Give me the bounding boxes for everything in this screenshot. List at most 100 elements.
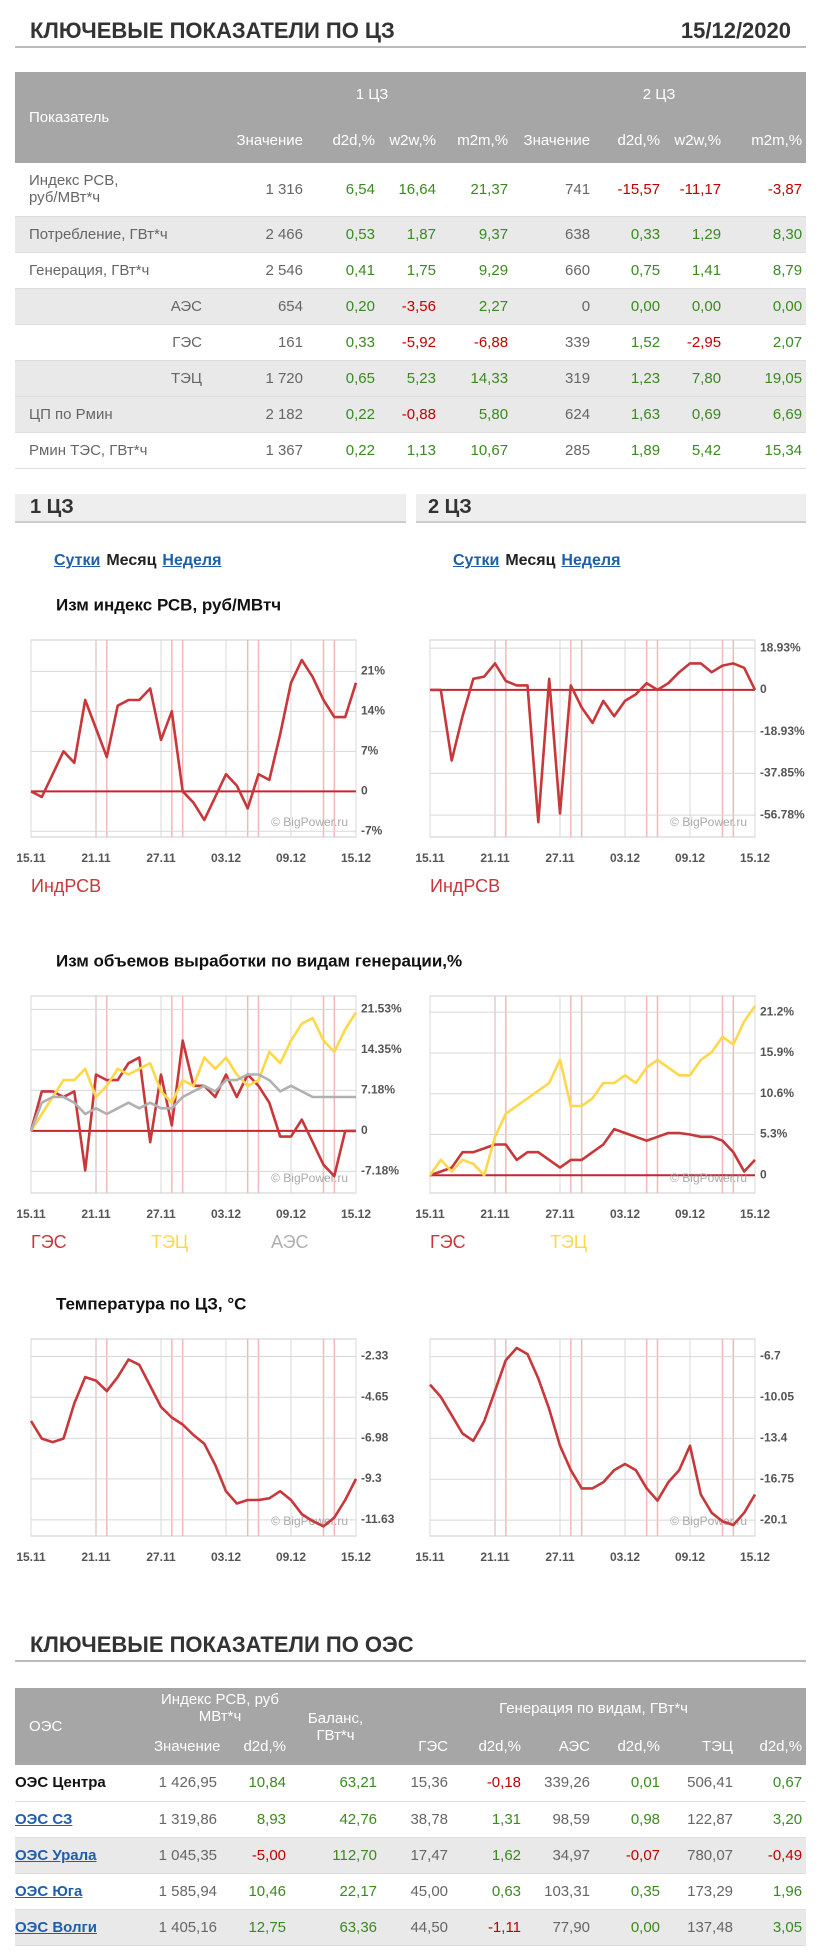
y-tick-label: 21.2%	[760, 1004, 794, 1018]
oes-link[interactable]: ОЭС Урала	[15, 1846, 97, 1864]
page-title: КЛЮЧЕВЫЕ ПОКАЗАТЕЛИ ПО ЦЗ	[30, 18, 395, 43]
table-row: ТЭЦ 1 720 0,65 5,23 14,33 319 1,23 7,80 19,05	[15, 360, 807, 397]
y-tick-label: -11.63	[361, 1512, 395, 1526]
line-series	[430, 662, 757, 824]
legend-entry: ГЭС	[31, 1232, 67, 1252]
tab-link[interactable]: Неделя	[561, 552, 621, 569]
cell: 285	[512, 432, 595, 469]
cell: 780,07	[664, 1837, 738, 1874]
y-tick-label: 18.93%	[760, 640, 801, 654]
header-cell: d2d,%	[594, 1728, 665, 1765]
x-tick-label: 21.11	[480, 1207, 510, 1221]
y-tick-label: 5.3%	[760, 1127, 788, 1141]
cell: 654	[232, 288, 307, 325]
oes-link[interactable]: ОЭС СЗ	[15, 1810, 73, 1828]
x-tick-label: 15.11	[16, 851, 46, 865]
cell: 1,63	[594, 396, 665, 433]
table-row: ЦП по Рмин 2 182 0,22 -0,88 5,80 624 1,63 0,69 6…	[15, 396, 807, 433]
y-tick-label: -9.3	[361, 1471, 382, 1485]
cell: 1,23	[594, 360, 665, 397]
row-label: ЦП по Рмин	[15, 396, 232, 433]
cell: 638	[512, 216, 595, 253]
header-cell: 2 ЦЗ	[512, 72, 807, 117]
watermark: © BigPower.ru	[670, 815, 747, 829]
cell: 660	[512, 252, 595, 289]
tab-link[interactable]: Сутки	[453, 552, 500, 569]
table-row: ОЭС СЗ 1 319,86 8,93 42,76 38,78 1,31 98,59 0,9…	[15, 1801, 807, 1838]
x-tick-label: 03.12	[610, 1207, 640, 1221]
x-tick-label: 15.12	[341, 851, 371, 865]
oes-table: ОЭС Индекс РСВ, руб МВт*ч Баланс, ГВт*ч Ген…	[15, 1688, 807, 1946]
table-row: АЭС 654 0,20 -3,56 2,27 0 0,00 0,00 0,00	[15, 288, 807, 325]
header-cell: Индекс РСВ, руб МВт*ч	[150, 1688, 291, 1728]
cell: 624	[512, 396, 595, 433]
x-tick-label: 15.11	[415, 1207, 445, 1221]
watermark: © BigPower.ru	[670, 1514, 747, 1528]
x-tick-label: 21.11	[480, 851, 510, 865]
oes-link[interactable]: ОЭС Волги	[15, 1918, 97, 1936]
date: 15/12/2020	[680, 18, 791, 43]
x-tick-label: 15.12	[740, 851, 770, 865]
rule	[15, 1660, 806, 1662]
x-tick-label: 15.12	[341, 1207, 371, 1221]
cell: 122,87	[664, 1801, 738, 1838]
cell: 6,54	[307, 163, 379, 217]
cell: 1,31	[452, 1801, 526, 1838]
watermark: © BigPower.ru	[670, 1171, 747, 1185]
watermark: © BigPower.ru	[271, 1514, 348, 1528]
cell: 0,00	[594, 1909, 665, 1946]
header-row: Значение d2d,% ГЭС d2d,% АЭС d2d,% ТЭЦ d2d,%	[15, 1728, 807, 1765]
cell: 161	[232, 324, 307, 361]
x-tick-label: 27.11	[545, 1207, 575, 1221]
plot-area	[30, 1338, 357, 1537]
header-cell: m2m,%	[440, 117, 513, 163]
oes-link[interactable]: ОЭС Юга	[15, 1882, 83, 1900]
row-label: АЭС	[15, 288, 232, 325]
tabs: Сутки Месяц Неделя	[453, 552, 626, 570]
legend-entry: ИндРСВ	[430, 876, 500, 896]
chart-section-title: Изм индекс РСВ, руб/МВтч	[56, 595, 281, 614]
cell: -15,57	[594, 163, 665, 217]
legend-entry: ТЭЦ	[550, 1232, 587, 1252]
x-tick-label: 21.11	[81, 851, 111, 865]
x-tick-label: 03.12	[211, 1550, 241, 1564]
x-tick-label: 09.12	[675, 851, 705, 865]
cell: 12,75	[221, 1909, 291, 1946]
header-cell: w2w,%	[664, 117, 726, 163]
header-row: ОЭС Индекс РСВ, руб МВт*ч Баланс, ГВт*ч Ген…	[15, 1688, 807, 1765]
header-cell: w2w,%	[379, 117, 440, 163]
plot-area	[30, 639, 357, 838]
cell: 1,89	[594, 432, 665, 469]
cell: 15,36	[381, 1765, 453, 1802]
cell: 3,20	[737, 1801, 807, 1838]
cell: 44,50	[381, 1909, 453, 1946]
cell: 21,37	[440, 163, 513, 217]
cell: 0	[512, 288, 595, 325]
cell: 0,33	[307, 324, 379, 361]
y-tick-label: -20.1	[760, 1512, 788, 1526]
cell: 112,70	[290, 1837, 382, 1874]
oes-cell: ОЭС Юга	[15, 1873, 150, 1910]
y-tick-label: -7%	[361, 823, 383, 837]
tab-link[interactable]: Сутки	[54, 552, 101, 569]
cell: 0,35	[594, 1873, 665, 1910]
cell: 1,29	[664, 216, 726, 253]
cell: 103,31	[525, 1873, 595, 1910]
cell: 339	[512, 324, 595, 361]
cell: -3,56	[379, 288, 440, 325]
cell: 1 316	[232, 163, 307, 217]
line-series	[29, 1039, 356, 1178]
cell: 5,80	[440, 396, 513, 433]
legend-entry: ГЭС	[430, 1232, 466, 1252]
y-tick-label: -7.18%	[361, 1164, 399, 1178]
oes-name: ОЭС Центра	[15, 1774, 106, 1792]
x-tick-label: 03.12	[211, 1207, 241, 1221]
x-tick-label: 27.11	[545, 1550, 575, 1564]
cell: 1,75	[379, 252, 440, 289]
cell: 1 319,86	[150, 1801, 221, 1838]
y-tick-label: -18.93%	[760, 724, 805, 738]
tab-link[interactable]: Неделя	[162, 552, 222, 569]
cell: -11,17	[664, 163, 726, 217]
x-tick-label: 03.12	[610, 1550, 640, 1564]
y-tick-label: 0	[760, 1167, 767, 1181]
